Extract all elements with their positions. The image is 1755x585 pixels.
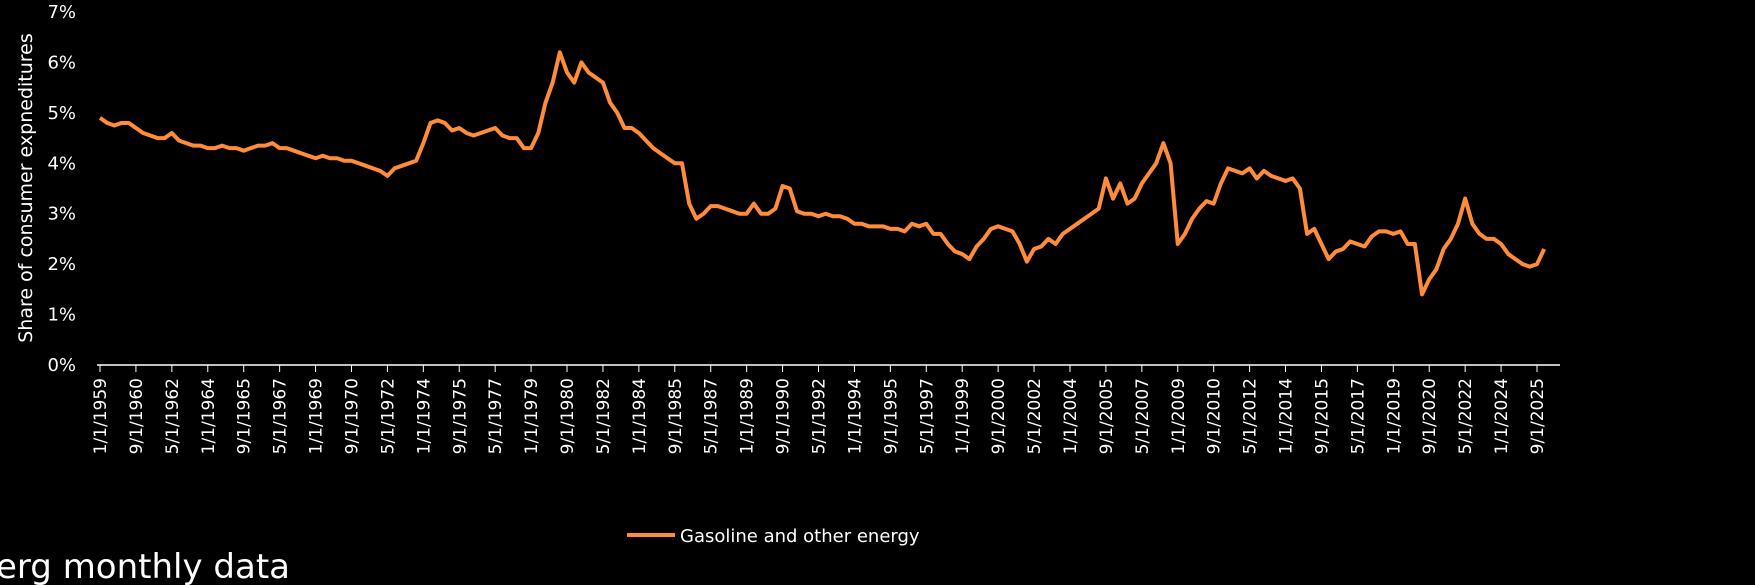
x-tick-label: 1/1/2024 [1492, 378, 1512, 454]
x-tick-label: 9/1/1980 [558, 378, 578, 454]
y-tick-label: 0% [47, 355, 76, 376]
x-tick-label: 5/1/1992 [810, 378, 830, 454]
x-tick-label: 1/1/1984 [630, 378, 650, 454]
x-tick-label: 9/1/1990 [774, 378, 794, 454]
y-tick-label: 3% [47, 204, 76, 225]
x-tick-label: 5/1/2022 [1456, 378, 1476, 454]
y-axis-label: Share of consumer expneditures [15, 33, 37, 343]
x-tick-label: 5/1/2017 [1348, 378, 1368, 454]
x-tick-label: 1/1/2009 [1169, 378, 1189, 454]
x-tick-label: 1/1/1989 [738, 378, 758, 454]
y-tick-label: 7% [47, 2, 76, 23]
x-tick-label: 1/1/2014 [1277, 378, 1297, 454]
x-tick-label: 1/1/2004 [1061, 378, 1081, 454]
x-tick-label: 9/1/2015 [1312, 378, 1332, 454]
x-tick-label: 5/1/2007 [1133, 378, 1153, 454]
x-tick-label: 5/1/2012 [1241, 378, 1261, 454]
y-tick-label: 4% [47, 153, 76, 174]
x-tick-label: 5/1/1982 [594, 378, 614, 454]
y-tick-label: 6% [47, 52, 76, 73]
x-tick-label: 9/1/1965 [235, 378, 255, 454]
data-line [98, 50, 1546, 297]
y-tick-label: 1% [47, 305, 76, 326]
x-tick-label: 9/1/1995 [881, 378, 901, 454]
x-tick-label: 5/1/1997 [917, 378, 937, 454]
x-tick-label: 9/1/2020 [1420, 378, 1440, 454]
x-tick-label: 9/1/1970 [342, 378, 362, 454]
x-tick-label: 5/1/1962 [163, 378, 183, 454]
x-tick-label: 5/1/2002 [1025, 378, 1045, 454]
x-tick-label: 9/1/1985 [666, 378, 686, 454]
legend-label: Gasoline and other energy [680, 526, 920, 547]
x-tick-label: 1/1/1969 [307, 378, 327, 454]
x-tick-label: 5/1/1977 [486, 378, 506, 454]
x-tick-label: 9/1/1960 [127, 378, 147, 454]
x-tick-label: 1/1/1959 [91, 378, 111, 454]
x-tick-label: 9/1/2005 [1097, 378, 1117, 454]
source-note: erg monthly data [0, 547, 290, 585]
x-tick-label: 1/1/1994 [845, 378, 865, 454]
y-tick-label: 5% [47, 103, 76, 124]
x-tick-label: 9/1/1975 [450, 378, 470, 454]
x-tick-label: 9/1/2025 [1528, 378, 1548, 454]
x-tick-label: 1/1/1979 [522, 378, 542, 454]
x-tick-label: 9/1/2010 [1205, 378, 1225, 454]
x-tick-label: 1/1/2019 [1384, 378, 1404, 454]
x-tick-label: 1/1/1999 [953, 378, 973, 454]
x-tick-label: 5/1/1987 [702, 378, 722, 454]
x-tick-label: 9/1/2000 [989, 378, 1009, 454]
x-tick-label: 5/1/1972 [378, 378, 398, 454]
y-tick-label: 2% [47, 254, 76, 275]
x-tick-label: 5/1/1967 [271, 378, 291, 454]
x-tick-label: 1/1/1974 [414, 378, 434, 454]
x-tick-label: 1/1/1964 [199, 378, 219, 454]
